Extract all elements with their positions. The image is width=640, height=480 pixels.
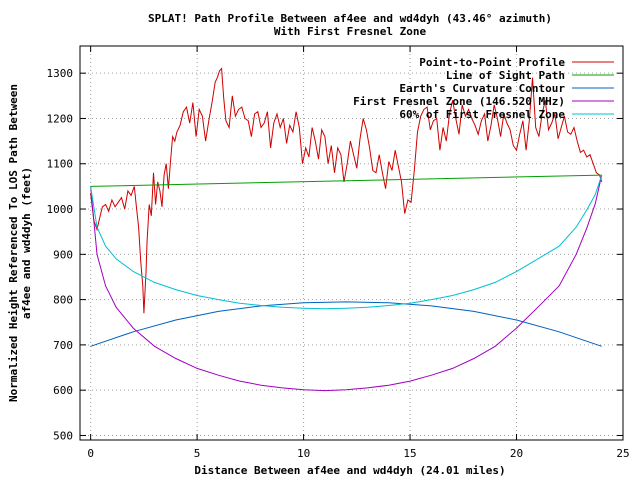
x-tick-label: 25 bbox=[616, 447, 629, 460]
y-tick-label: 1000 bbox=[47, 203, 74, 216]
series-line-1 bbox=[90, 174, 602, 187]
legend-label-1: Line of Sight Path bbox=[446, 69, 565, 82]
series-line-0 bbox=[90, 67, 603, 314]
series-line-4 bbox=[90, 174, 603, 310]
series-line-2 bbox=[90, 301, 602, 347]
chart-subtitle: With First Fresnel Zone bbox=[274, 25, 427, 38]
legend-label-4: 60% of First Fresnel Zone bbox=[399, 108, 565, 121]
legend-label-2: Earth's Curvature Contour bbox=[399, 82, 565, 95]
x-tick-label: 5 bbox=[194, 447, 201, 460]
plot-frame bbox=[79, 45, 624, 441]
x-tick-label: 0 bbox=[87, 447, 94, 460]
y-tick-label: 600 bbox=[53, 384, 73, 397]
axis-ticks: 500 600 700 800 900 1000 1100 1200 1300 0 5 10 15 20 2… bbox=[47, 46, 630, 460]
y-axis-label-line1: Normalized Height Referenced To LOS Path… bbox=[7, 84, 20, 402]
y-tick-label: 1200 bbox=[47, 112, 74, 125]
y-tick-label: 900 bbox=[53, 248, 73, 261]
x-tick-label: 10 bbox=[297, 447, 310, 460]
y-tick-label: 700 bbox=[53, 339, 73, 352]
chart-title: SPLAT! Path Profile Between af4ee and wd… bbox=[148, 12, 552, 25]
y-tick-label: 1100 bbox=[47, 158, 74, 171]
y-tick-label: 800 bbox=[53, 294, 73, 307]
y-tick-label: 500 bbox=[53, 429, 73, 442]
series-line-3 bbox=[90, 174, 603, 392]
y-tick-label: 1300 bbox=[47, 67, 74, 80]
y-axis-label-line2: af4ee and wd4dyh (feet) bbox=[20, 167, 33, 319]
grid bbox=[80, 46, 624, 440]
x-tick-label: 15 bbox=[403, 447, 416, 460]
legend-label-0: Point-to-Point Profile bbox=[419, 56, 565, 69]
series-layer bbox=[90, 67, 603, 392]
x-axis-label: Distance Between af4ee and wd4dyh (24.01… bbox=[194, 464, 505, 477]
x-tick-label: 20 bbox=[510, 447, 523, 460]
legend-label-3: First Fresnel Zone (146.520 MHz) bbox=[353, 95, 565, 108]
